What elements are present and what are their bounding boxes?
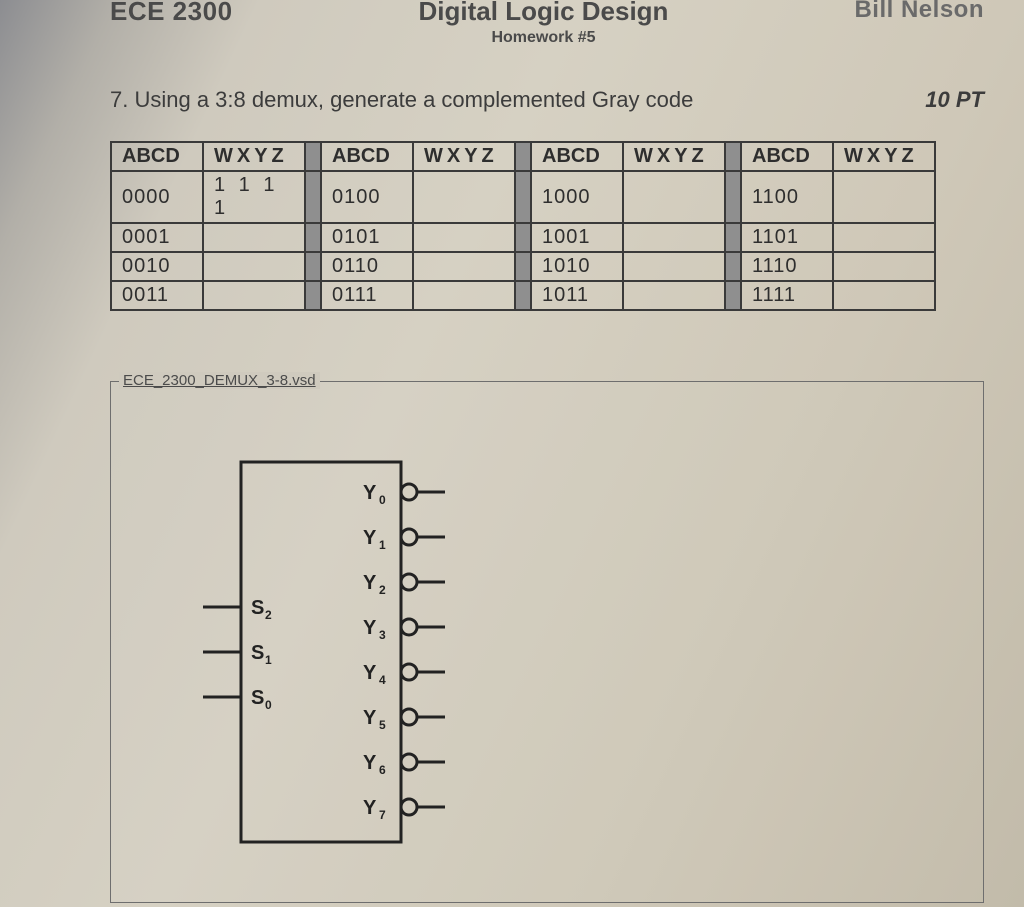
svg-text:2: 2 xyxy=(265,608,272,622)
output-label: Y xyxy=(363,572,377,594)
cell-wxyz: 1 1 1 1 xyxy=(203,171,305,223)
svg-text:5: 5 xyxy=(379,718,386,732)
diagram-frame: ECE_2300_DEMUX_3-8.vsd S2S1S0Y0Y1Y2Y3Y4Y… xyxy=(110,381,984,903)
cell-wxyz xyxy=(203,281,305,310)
output-label: Y xyxy=(363,707,377,729)
svg-text:1: 1 xyxy=(379,538,386,552)
cell-abcd: 0101 xyxy=(321,223,413,252)
table-spacer xyxy=(725,281,741,310)
input-label: S xyxy=(251,597,264,619)
table-spacer xyxy=(305,252,321,281)
assignment-subtitle: Homework #5 xyxy=(233,29,855,47)
demux-diagram: S2S1S0Y0Y1Y2Y3Y4Y5Y6Y7 xyxy=(181,442,501,872)
output-label: Y xyxy=(363,617,377,639)
svg-text:3: 3 xyxy=(379,628,386,642)
table-spacer xyxy=(515,223,531,252)
cell-abcd: 1100 xyxy=(741,171,833,223)
cell-abcd: 0000 xyxy=(111,171,203,223)
table-row: 0001 0101 1001 1101 xyxy=(111,223,935,252)
cell-abcd: 1010 xyxy=(531,252,623,281)
gray-code-table: ABCDWXYZABCDWXYZABCDWXYZABCDWXYZ00001 1 … xyxy=(110,141,936,311)
output-label: Y xyxy=(363,527,377,549)
cell-abcd: 1110 xyxy=(741,252,833,281)
cell-wxyz xyxy=(413,252,515,281)
cell-wxyz xyxy=(203,252,305,281)
diagram-filename: ECE_2300_DEMUX_3-8.vsd xyxy=(119,372,320,389)
svg-text:4: 4 xyxy=(379,673,386,687)
col-header-abcd: ABCD xyxy=(321,142,413,171)
course-code: ECE 2300 xyxy=(110,0,233,27)
svg-text:7: 7 xyxy=(379,808,386,822)
table-spacer xyxy=(725,171,741,223)
cell-abcd: 0100 xyxy=(321,171,413,223)
svg-text:6: 6 xyxy=(379,763,386,777)
table-spacer xyxy=(725,252,741,281)
output-label: Y xyxy=(363,752,377,774)
course-title: Digital Logic Design xyxy=(233,0,855,27)
worksheet-page: ECE 2300 Digital Logic Design Homework #… xyxy=(60,0,1024,907)
table-spacer xyxy=(725,223,741,252)
table-spacer xyxy=(305,281,321,310)
cell-wxyz xyxy=(623,223,725,252)
cell-abcd: 0110 xyxy=(321,252,413,281)
cell-wxyz xyxy=(413,223,515,252)
svg-text:0: 0 xyxy=(265,698,272,712)
svg-text:0: 0 xyxy=(379,493,386,507)
table-row: 00001 1 1 1 0100 1000 1100 xyxy=(111,171,935,223)
input-label: S xyxy=(251,687,264,709)
table-spacer xyxy=(305,223,321,252)
table-spacer xyxy=(515,281,531,310)
output-label: Y xyxy=(363,482,377,504)
table-spacer xyxy=(515,142,531,171)
cell-abcd: 1000 xyxy=(531,171,623,223)
question-points: 10 PT xyxy=(925,87,984,113)
header-center: Digital Logic Design Homework #5 xyxy=(233,0,855,47)
cell-wxyz xyxy=(833,223,935,252)
table-spacer xyxy=(305,171,321,223)
table-row: 0010 0110 1010 1110 xyxy=(111,252,935,281)
table-spacer xyxy=(725,142,741,171)
col-header-abcd: ABCD xyxy=(741,142,833,171)
cell-wxyz xyxy=(833,281,935,310)
cell-abcd: 1001 xyxy=(531,223,623,252)
cell-abcd: 1101 xyxy=(741,223,833,252)
table-spacer xyxy=(515,252,531,281)
output-label: Y xyxy=(363,662,377,684)
table-row: 0011 0111 1011 1111 xyxy=(111,281,935,310)
cell-wxyz xyxy=(623,252,725,281)
gray-code-table-wrap: ABCDWXYZABCDWXYZABCDWXYZABCDWXYZ00001 1 … xyxy=(110,141,984,311)
cell-wxyz xyxy=(623,171,725,223)
cell-abcd: 1111 xyxy=(741,281,833,310)
svg-text:2: 2 xyxy=(379,583,386,597)
col-header-wxyz: WXYZ xyxy=(203,142,305,171)
question-text: 7. Using a 3:8 demux, generate a complem… xyxy=(110,87,693,113)
svg-text:1: 1 xyxy=(265,653,272,667)
cell-abcd: 0001 xyxy=(111,223,203,252)
cell-wxyz xyxy=(833,252,935,281)
cell-wxyz xyxy=(623,281,725,310)
question-line: 7. Using a 3:8 demux, generate a complem… xyxy=(110,87,984,113)
cell-wxyz xyxy=(413,171,515,223)
col-header-wxyz: WXYZ xyxy=(623,142,725,171)
col-header-abcd: ABCD xyxy=(111,142,203,171)
cell-abcd: 0010 xyxy=(111,252,203,281)
author-name: Bill Nelson xyxy=(854,0,984,24)
cell-abcd: 0011 xyxy=(111,281,203,310)
cell-abcd: 1011 xyxy=(531,281,623,310)
col-header-abcd: ABCD xyxy=(531,142,623,171)
table-spacer xyxy=(305,142,321,171)
table-spacer xyxy=(515,171,531,223)
col-header-wxyz: WXYZ xyxy=(833,142,935,171)
cell-wxyz xyxy=(203,223,305,252)
cell-wxyz xyxy=(413,281,515,310)
input-label: S xyxy=(251,642,264,664)
cell-wxyz xyxy=(833,171,935,223)
output-label: Y xyxy=(363,797,377,819)
col-header-wxyz: WXYZ xyxy=(413,142,515,171)
cell-abcd: 0111 xyxy=(321,281,413,310)
page-header: ECE 2300 Digital Logic Design Homework #… xyxy=(110,0,984,47)
